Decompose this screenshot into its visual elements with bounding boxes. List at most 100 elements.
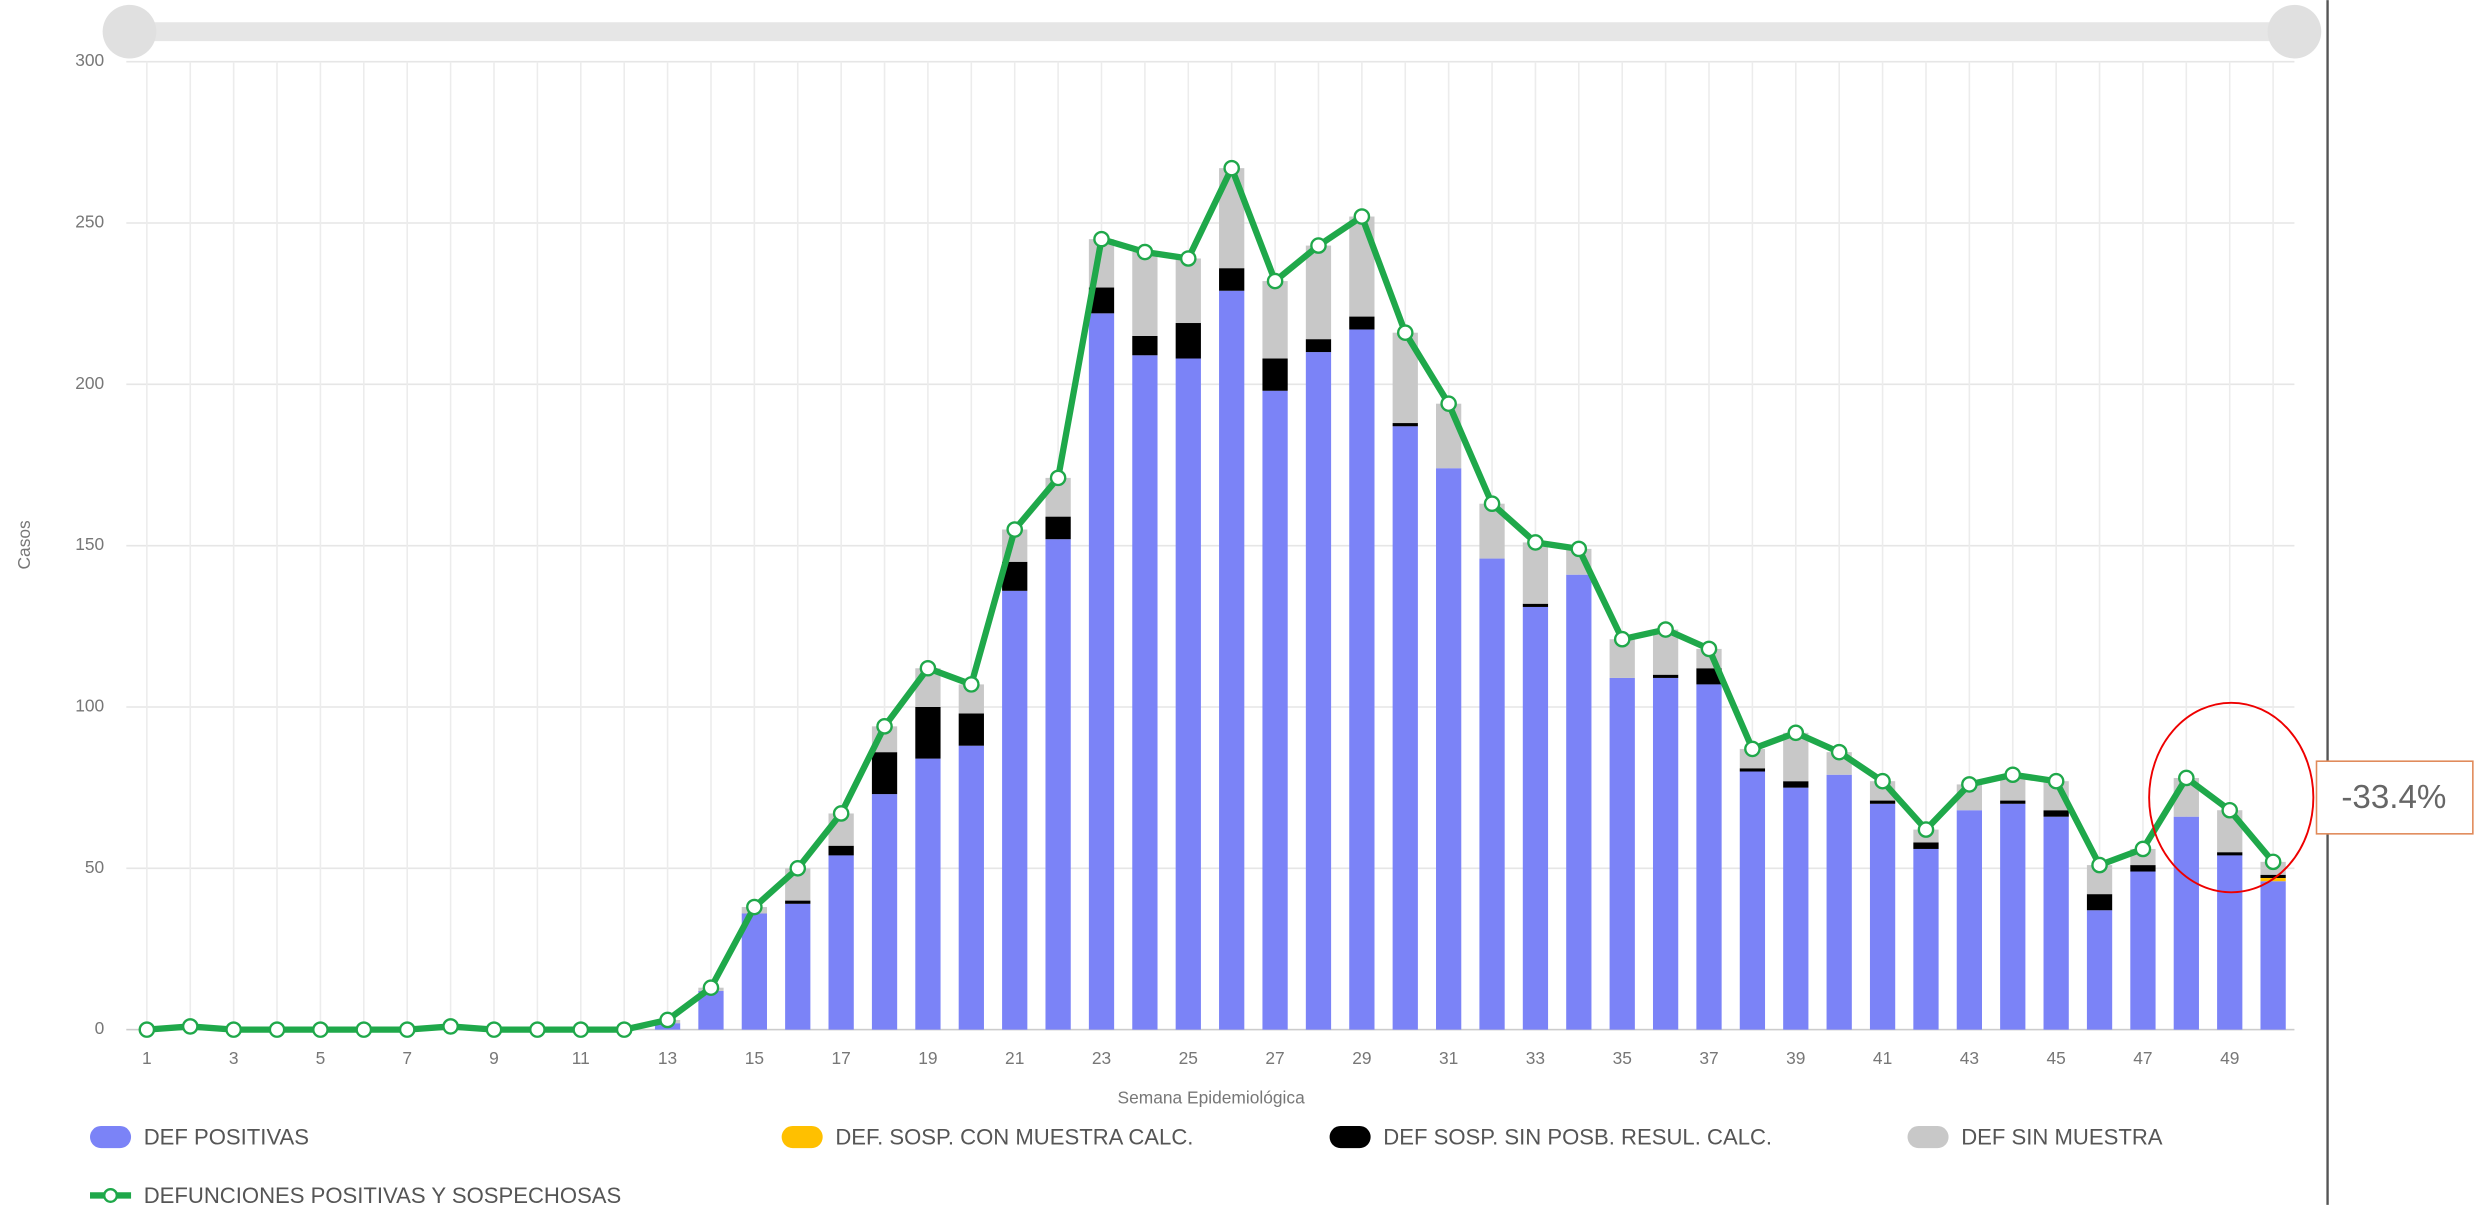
bar-segment <box>785 900 811 904</box>
bar-segment <box>1392 423 1418 427</box>
line-marker <box>1266 272 1284 290</box>
line-marker <box>2134 840 2152 858</box>
line-marker <box>2091 856 2108 874</box>
bar-segment <box>1219 268 1245 291</box>
y-tick-label: 150 <box>75 534 104 554</box>
bar-segment <box>1869 800 1896 804</box>
line-marker <box>1396 324 1414 341</box>
highlight-circle <box>2148 701 2315 894</box>
y-tick-label: 250 <box>75 212 104 232</box>
line-marker <box>2004 766 2022 784</box>
legend-label: DEF. SOSP. CON MUESTRA CALC. <box>835 1124 1193 1149</box>
y-tick-label: 200 <box>75 373 104 393</box>
line-marker <box>1874 772 1891 790</box>
line-marker <box>832 805 850 822</box>
legend-swatch <box>90 1125 132 1149</box>
line-marker <box>1787 724 1805 742</box>
legend-label: DEF SIN MUESTRA <box>1961 1124 2163 1149</box>
slider-track <box>126 22 2298 42</box>
x-tick-label: 43 <box>1960 1048 1979 1068</box>
bar-segment <box>2086 910 2113 1030</box>
bar-segment <box>2173 816 2199 1030</box>
line-marker <box>268 1021 286 1038</box>
range-slider[interactable] <box>102 4 2322 59</box>
x-tick-label: 11 <box>572 1048 590 1068</box>
bar-segment <box>1566 574 1592 1030</box>
line-marker <box>572 1021 590 1038</box>
line-marker <box>702 979 720 996</box>
line-marker <box>1830 743 1848 761</box>
x-tick-label: 49 <box>2220 1048 2239 1068</box>
bar-segment <box>2000 803 2026 1030</box>
bar-segment <box>2043 816 2069 1030</box>
line-marker <box>1917 821 1935 838</box>
bar-segment <box>1913 848 1939 1030</box>
bar-segment <box>1045 539 1071 1030</box>
bar-segment <box>1436 403 1462 469</box>
bar-segment <box>828 855 854 1030</box>
bar-segment <box>2130 871 2156 1030</box>
line-marker <box>1310 237 1327 254</box>
y-tick-label: 50 <box>85 857 104 877</box>
y-tick-label: 0 <box>95 1018 105 1038</box>
line-marker <box>1961 776 1978 793</box>
bar-segment <box>1479 558 1505 1030</box>
bar-segment <box>871 794 898 1030</box>
x-tick-label: 45 <box>2046 1048 2065 1068</box>
line-marker <box>1006 521 1024 538</box>
bar-segment <box>1826 774 1852 1030</box>
y-tick-label: 300 <box>75 50 104 70</box>
bar-segment <box>1175 258 1201 324</box>
legend-swatch <box>1329 1125 1371 1149</box>
line-marker <box>746 898 763 916</box>
x-tick-label: 9 <box>489 1048 499 1068</box>
bar-segment <box>828 845 854 856</box>
line-marker <box>963 676 980 693</box>
line-marker <box>1223 159 1240 177</box>
legend-label: DEFUNCIONES POSITIVAS Y SOSPECHOSAS <box>144 1183 622 1205</box>
line-marker <box>2047 772 2065 790</box>
bar-segment <box>1175 323 1201 359</box>
bar-segment <box>1739 771 1766 1030</box>
bar-segment <box>2217 852 2243 856</box>
bar-segment <box>1696 668 1722 685</box>
y-tick-label: 100 <box>75 696 104 716</box>
bar-segment <box>1305 339 1332 353</box>
x-tick-label: 25 <box>1179 1048 1198 1068</box>
bar-segment <box>1869 803 1896 1030</box>
line-marker <box>876 718 893 735</box>
x-tick-label: 41 <box>1873 1048 1892 1068</box>
bar-segment <box>2217 855 2243 1030</box>
line-marker <box>1440 395 1457 412</box>
x-axis-label: Semana Epidemiológica <box>1118 1088 1306 1108</box>
bar-segment <box>915 706 941 759</box>
x-tick-label: 47 <box>2133 1048 2152 1068</box>
bar-segment <box>1349 316 1375 330</box>
bar-segment <box>958 713 984 746</box>
line-marker <box>1353 208 1371 225</box>
x-tick-label: 35 <box>1613 1048 1632 1068</box>
bar-segment <box>1262 358 1288 391</box>
slider-handle[interactable] <box>2267 4 2322 59</box>
line-marker <box>312 1021 329 1038</box>
bar-segment <box>1132 252 1158 336</box>
bar-segment <box>958 745 984 1030</box>
bar-segment <box>2260 874 2286 878</box>
slider-handle[interactable] <box>102 4 157 59</box>
bar-segment <box>871 752 898 795</box>
line-marker <box>1136 243 1154 261</box>
bar-segment <box>1783 787 1809 1030</box>
line-marker <box>1180 250 1197 267</box>
legend-label: DEF SOSP. SIN POSB. RESUL. CALC. <box>1383 1124 1772 1149</box>
line-marker <box>181 1018 199 1035</box>
legend-swatch <box>781 1125 823 1149</box>
x-tick-label: 39 <box>1786 1048 1805 1068</box>
x-tick-label: 1 <box>142 1048 152 1068</box>
line-marker <box>1657 621 1674 638</box>
line-marker <box>1570 540 1588 558</box>
bar-segment <box>2000 800 2026 804</box>
line-marker <box>355 1021 373 1038</box>
bar-segment <box>1956 810 1983 1030</box>
x-tick-label: 19 <box>918 1048 937 1068</box>
x-tick-label: 27 <box>1265 1048 1284 1068</box>
